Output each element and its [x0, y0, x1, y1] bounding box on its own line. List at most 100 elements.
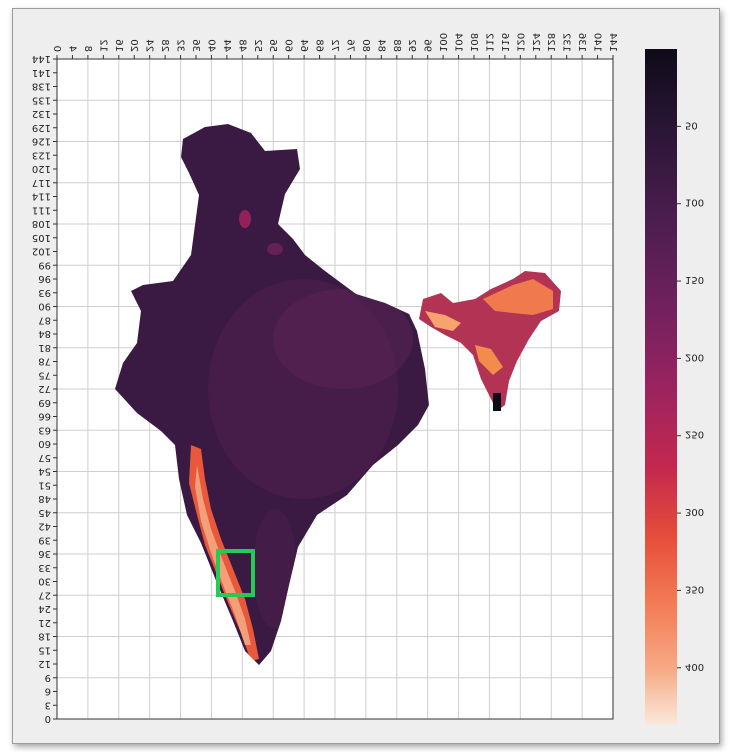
x-tick-label: 72 — [329, 39, 340, 52]
x-tick-label: 8 — [82, 46, 93, 52]
x-tick-label: 40 — [205, 39, 216, 52]
western-ghats-core — [195, 465, 251, 645]
x-tick-label: 56 — [267, 39, 278, 52]
y-tick-label: 24 — [38, 603, 51, 614]
y-tick-label: 135 — [32, 94, 51, 105]
x-tick-label: 4 — [66, 46, 77, 52]
heatmap-figure: 0 4 8 12 16 20 24 28 32 36 40 44 48 52 56 60 64 68 72 76 80 8… — [32, 33, 704, 725]
y-tick-label: 96 — [38, 273, 51, 284]
y-tick-label: 132 — [32, 108, 51, 119]
figure-frame: 0 4 8 12 16 20 24 28 32 36 40 44 48 52 56 60 64 68 72 76 80 8… — [12, 8, 720, 744]
x-tick-label: 24 — [144, 39, 155, 52]
x-tick-label: 120 — [514, 33, 525, 52]
y-tick-label: 45 — [38, 507, 51, 518]
y-tick-label: 123 — [32, 149, 51, 160]
colorbar-tick-label: 400 — [685, 661, 704, 672]
y-tick-label: 108 — [32, 218, 51, 229]
x-tick-label: 112 — [483, 33, 494, 52]
tripura-dark — [493, 393, 501, 411]
y-tick-label: 90 — [38, 301, 51, 312]
x-tick-label: 12 — [97, 39, 108, 52]
y-tick-label: 12 — [38, 658, 51, 669]
colorbar-ticks: 50 100 150 200 250 300 350 400 — [677, 119, 704, 672]
y-tick-label: 99 — [38, 259, 51, 270]
y-tick-label: 93 — [38, 287, 51, 298]
y-tick-label: 27 — [38, 589, 51, 600]
y-tick-label: 57 — [38, 452, 51, 463]
x-tick-label: 104 — [453, 33, 464, 52]
y-tick-label: 81 — [38, 342, 51, 353]
y-tick-label: 63 — [38, 424, 51, 435]
y-tick-label: 126 — [32, 136, 51, 147]
y-tick-label: 144 — [32, 53, 51, 64]
x-tick-label: 80 — [360, 39, 371, 52]
colorbar-tick-label: 250 — [685, 429, 704, 440]
colorbar-tick-label: 100 — [685, 197, 704, 208]
colorbar: 50 100 150 200 250 300 350 400 — [645, 49, 704, 725]
highlight-box — [216, 549, 255, 597]
y-tick-label: 72 — [38, 383, 51, 394]
x-tick-label: 32 — [175, 39, 186, 52]
x-tick-label: 0 — [51, 46, 62, 52]
x-tick-label: 140 — [592, 33, 603, 52]
y-tick-label: 141 — [32, 67, 51, 78]
y-tick-label: 117 — [32, 177, 51, 188]
y-tick-label: 36 — [38, 548, 51, 559]
y-tick-label: 6 — [45, 686, 51, 697]
y-tick-label: 21 — [38, 617, 51, 628]
y-tick-label: 60 — [38, 438, 51, 449]
y-tick-label: 114 — [32, 191, 51, 202]
y-tick-label: 30 — [38, 576, 51, 587]
x-tick-label: 124 — [530, 33, 541, 52]
assam-band — [475, 345, 503, 375]
y-tick-label: 129 — [32, 122, 51, 133]
x-tick-label: 96 — [422, 39, 433, 52]
colorbar-gradient — [645, 49, 677, 725]
x-tick-label: 144 — [607, 33, 618, 52]
colorbar-tick-label: 350 — [685, 583, 704, 594]
y-tick-label: 48 — [38, 493, 51, 504]
y-tick-label: 87 — [38, 314, 51, 325]
x-tick-label: 128 — [545, 33, 556, 52]
meghalaya-hot — [425, 311, 461, 331]
y-tick-label: 75 — [38, 369, 51, 380]
x-tick-label: 16 — [113, 39, 124, 52]
east-band — [273, 289, 413, 389]
y-tick-label: 102 — [32, 246, 51, 257]
heatmap-northeast — [419, 271, 561, 411]
y-tick-label: 120 — [32, 163, 51, 174]
x-tick-label: 48 — [236, 39, 247, 52]
x-tick-label: 44 — [221, 39, 232, 52]
y-tick-label: 33 — [38, 562, 51, 573]
x-tick-label: 92 — [406, 39, 417, 52]
x-tick-label: 28 — [159, 39, 170, 52]
y-tick-label: 39 — [38, 534, 51, 545]
north-spot-2 — [267, 243, 283, 255]
y-tick-label: 84 — [38, 328, 51, 339]
x-tick-label: 136 — [576, 33, 587, 52]
y-tick-label: 42 — [38, 521, 51, 532]
x-tick-label: 64 — [298, 39, 309, 52]
y-tick-label: 9 — [45, 672, 51, 683]
x-tick-label: 68 — [314, 39, 325, 52]
x-tick-label: 116 — [499, 33, 510, 52]
x-tick-label: 108 — [468, 33, 479, 52]
colorbar-tick-label: 50 — [685, 119, 698, 130]
x-tick-label: 36 — [190, 39, 201, 52]
north-hotspot — [239, 210, 251, 228]
x-tick-label: 100 — [437, 33, 448, 52]
x-tick-label: 132 — [561, 33, 572, 52]
y-tick-label: 138 — [32, 81, 51, 92]
northeast-hot — [483, 279, 553, 315]
y-tick-label: 51 — [38, 479, 51, 490]
y-tick-labels: 0369121518212427303336394245485154576063… — [32, 53, 57, 724]
y-tick-label: 105 — [32, 232, 51, 243]
x-tick-labels: 0 4 8 12 16 20 24 28 32 36 40 44 48 52 56 60 64 68 72 76 80 8… — [51, 33, 618, 59]
x-tick-label: 52 — [252, 39, 263, 52]
y-tick-label: 66 — [38, 411, 51, 422]
x-tick-label: 76 — [344, 39, 355, 52]
colorbar-tick-label: 200 — [685, 351, 704, 362]
y-tick-label: 111 — [32, 204, 51, 215]
x-tick-label: 20 — [128, 39, 139, 52]
y-tick-label: 54 — [38, 466, 51, 477]
